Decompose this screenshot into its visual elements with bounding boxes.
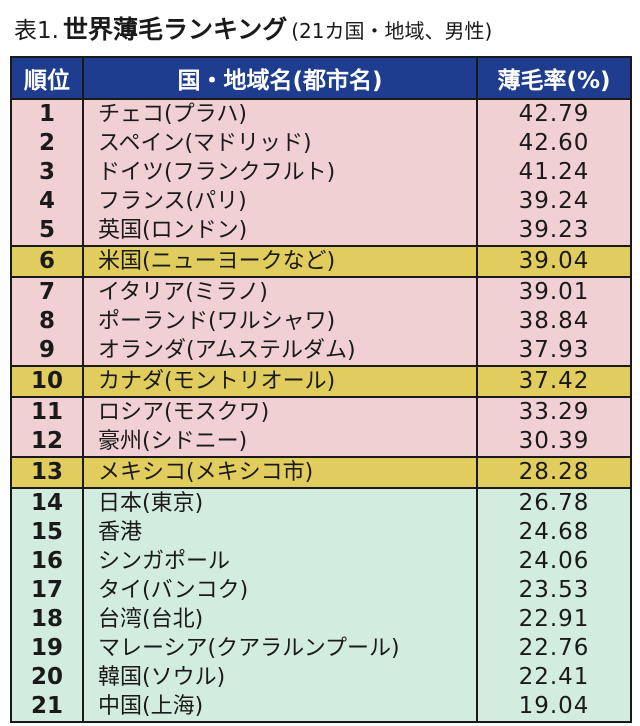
country-cell: フランス(パリ) <box>82 187 478 216</box>
table-row: 19 マレーシア(クアラルンプール) 22.76 <box>10 634 632 663</box>
rank-cell: 17 <box>10 576 84 605</box>
rank-cell: 15 <box>10 518 84 547</box>
rank-cell: 9 <box>10 336 84 366</box>
country-cell: 香港 <box>82 518 478 547</box>
rank-cell: 8 <box>10 307 84 336</box>
country-cell: スペイン(マドリッド) <box>82 129 478 158</box>
title-prefix: 表1. <box>14 18 59 44</box>
table-row: 10 カナダ(モントリオール) 37.42 <box>10 365 632 397</box>
rate-cell: 23.53 <box>476 576 632 605</box>
rate-cell: 37.42 <box>476 365 632 397</box>
table-row: 9 オランダ(アムステルダム) 37.93 <box>10 336 632 366</box>
table-row: 3 ドイツ(フランクフルト) 41.24 <box>10 158 632 187</box>
table-row: 5 英国(ロンドン) 39.23 <box>10 216 632 246</box>
rate-cell: 19.04 <box>476 692 632 723</box>
rate-cell: 37.93 <box>476 336 632 366</box>
table-row: 7 イタリア(ミラノ) 39.01 <box>10 276 632 307</box>
rank-cell: 5 <box>10 216 84 246</box>
country-cell: 台湾(台北) <box>82 605 478 634</box>
rate-cell: 42.60 <box>476 129 632 158</box>
country-cell: 韓国(ソウル) <box>82 663 478 692</box>
table-row: 17 タイ(バンコク) 23.53 <box>10 576 632 605</box>
country-cell: 中国(上海) <box>82 692 478 723</box>
rank-cell: 12 <box>10 427 84 457</box>
rate-cell: 28.28 <box>476 456 632 488</box>
rate-cell: 33.29 <box>476 396 632 427</box>
table-row: 8 ポーランド(ワルシャワ) 38.84 <box>10 307 632 336</box>
table-row: 13 メキシコ(メキシコ市) 28.28 <box>10 456 632 488</box>
table-row: 16 シンガポール 24.06 <box>10 547 632 576</box>
rank-cell: 21 <box>10 692 84 723</box>
table-row: 20 韓国(ソウル) 22.41 <box>10 663 632 692</box>
rank-cell: 19 <box>10 634 84 663</box>
rate-cell: 39.04 <box>476 245 632 277</box>
rate-cell: 39.24 <box>476 187 632 216</box>
rate-cell: 26.78 <box>476 487 632 518</box>
rank-cell: 13 <box>10 456 84 488</box>
rate-cell: 30.39 <box>476 427 632 457</box>
table-row: 6 米国(ニューヨークなど) 39.04 <box>10 245 632 277</box>
table-row: 21 中国(上海) 19.04 <box>10 692 632 723</box>
country-cell: メキシコ(メキシコ市) <box>82 456 478 488</box>
country-cell: タイ(バンコク) <box>82 576 478 605</box>
rank-cell: 20 <box>10 663 84 692</box>
ranking-table: 順位 国・地域名(都市名) 薄毛率(%) 1 チェコ(プラハ) 42.79 2 スペイン… <box>10 56 632 723</box>
rate-cell: 22.41 <box>476 663 632 692</box>
rate-cell: 39.01 <box>476 276 632 307</box>
rank-cell: 7 <box>10 276 84 307</box>
table-row: 4 フランス(パリ) 39.24 <box>10 187 632 216</box>
rank-cell: 3 <box>10 158 84 187</box>
table-body: 1 チェコ(プラハ) 42.79 2 スペイン(マドリッド) 42.60 3 ドイツ(フランク… <box>10 99 632 723</box>
table-row: 1 チェコ(プラハ) 42.79 <box>10 99 632 129</box>
title-subtitle: (21カ国・地域、男性) <box>291 19 493 43</box>
rank-cell: 18 <box>10 605 84 634</box>
rank-cell: 16 <box>10 547 84 576</box>
rank-cell: 11 <box>10 396 84 427</box>
rank-cell: 10 <box>10 365 84 397</box>
rate-cell: 42.79 <box>476 99 632 129</box>
rank-cell: 4 <box>10 187 84 216</box>
country-cell: シンガポール <box>82 547 478 576</box>
country-cell: マレーシア(クアラルンプール) <box>82 634 478 663</box>
table-title: 表1. 世界薄毛ランキング (21カ国・地域、男性) <box>14 12 492 48</box>
title-main: 世界薄毛ランキング <box>62 15 288 44</box>
header-rank: 順位 <box>10 56 84 100</box>
country-cell: ロシア(モスクワ) <box>82 396 478 427</box>
country-cell: 英国(ロンドン) <box>82 216 478 246</box>
country-cell: ドイツ(フランクフルト) <box>82 158 478 187</box>
header-rate: 薄毛率(%) <box>476 56 632 100</box>
rank-cell: 2 <box>10 129 84 158</box>
country-cell: 米国(ニューヨークなど) <box>82 245 478 277</box>
rate-cell: 39.23 <box>476 216 632 246</box>
rank-cell: 14 <box>10 487 84 518</box>
country-cell: オランダ(アムステルダム) <box>82 336 478 366</box>
rate-cell: 24.06 <box>476 547 632 576</box>
rate-cell: 41.24 <box>476 158 632 187</box>
country-cell: カナダ(モントリオール) <box>82 365 478 397</box>
country-cell: チェコ(プラハ) <box>82 99 478 129</box>
header-country: 国・地域名(都市名) <box>82 56 478 100</box>
table-row: 18 台湾(台北) 22.91 <box>10 605 632 634</box>
rank-cell: 1 <box>10 99 84 129</box>
rate-cell: 38.84 <box>476 307 632 336</box>
country-cell: イタリア(ミラノ) <box>82 276 478 307</box>
rate-cell: 24.68 <box>476 518 632 547</box>
table-header-row: 順位 国・地域名(都市名) 薄毛率(%) <box>10 56 632 100</box>
rank-cell: 6 <box>10 245 84 277</box>
country-cell: 豪州(シドニー) <box>82 427 478 457</box>
table-row: 14 日本(東京) 26.78 <box>10 487 632 518</box>
country-cell: ポーランド(ワルシャワ) <box>82 307 478 336</box>
rate-cell: 22.91 <box>476 605 632 634</box>
rate-cell: 22.76 <box>476 634 632 663</box>
table-row: 11 ロシア(モスクワ) 33.29 <box>10 396 632 427</box>
table-row: 2 スペイン(マドリッド) 42.60 <box>10 129 632 158</box>
table-row: 12 豪州(シドニー) 30.39 <box>10 427 632 457</box>
country-cell: 日本(東京) <box>82 487 478 518</box>
table-row: 15 香港 24.68 <box>10 518 632 547</box>
